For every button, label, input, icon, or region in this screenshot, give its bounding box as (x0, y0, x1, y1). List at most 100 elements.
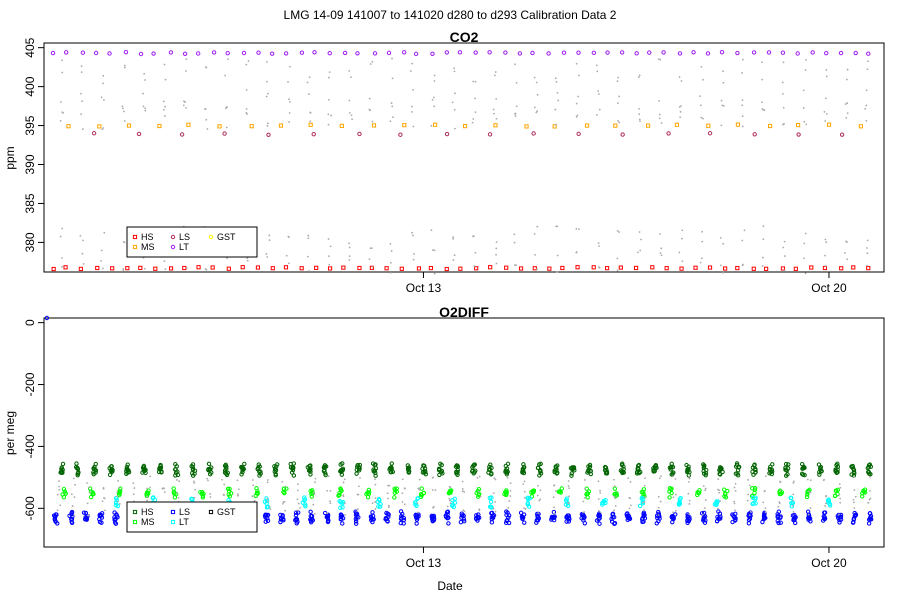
data-point (849, 472, 854, 477)
legend-marker (170, 509, 176, 515)
data-point (760, 519, 765, 525)
data-point (717, 478, 720, 480)
data-point (564, 514, 569, 519)
data-point (303, 504, 308, 509)
data-point (508, 500, 511, 502)
data-point (118, 502, 121, 505)
legend-label: HS (141, 507, 154, 517)
data-point (476, 487, 482, 492)
data-point (753, 495, 758, 500)
data-point (391, 77, 394, 80)
data-point (703, 472, 708, 478)
data-point (489, 472, 494, 477)
data-point (704, 507, 706, 509)
data-point (734, 462, 740, 468)
data-point (288, 112, 291, 114)
data-point (865, 89, 868, 92)
data-point (762, 238, 765, 241)
data-point (251, 479, 254, 481)
data-point (161, 487, 164, 490)
data-point (414, 521, 419, 526)
data-point (746, 517, 752, 523)
data-point (747, 478, 749, 481)
legend-item-hs: HS (132, 232, 154, 242)
data-point (851, 265, 856, 270)
data-point (731, 513, 736, 518)
data-point (474, 490, 479, 496)
data-point (521, 470, 527, 476)
data-point (538, 499, 541, 502)
data-point (416, 514, 421, 519)
data-point (289, 470, 295, 475)
legend-marker (208, 234, 214, 240)
data-point (685, 520, 690, 525)
data-point (122, 107, 124, 110)
data-point (288, 262, 290, 265)
data-point (136, 131, 142, 137)
data-point (429, 513, 434, 519)
data-point (288, 121, 290, 123)
data-point (412, 125, 415, 128)
data-point (805, 58, 807, 61)
data-point (701, 240, 704, 243)
data-point (609, 516, 614, 522)
y-tick-label: 400 (23, 76, 37, 96)
data-point (869, 497, 872, 500)
data-point (299, 507, 301, 509)
data-point (802, 472, 807, 478)
data-point (475, 514, 480, 520)
data-point (616, 257, 619, 260)
data-point (239, 472, 244, 477)
data-point (209, 496, 212, 498)
data-point (239, 465, 245, 471)
data-point (838, 50, 844, 56)
data-point (769, 467, 775, 472)
data-point (389, 469, 394, 475)
data-point (60, 461, 66, 467)
data-point (405, 463, 411, 468)
data-point (782, 123, 784, 126)
data-point (293, 510, 299, 515)
data-point (494, 71, 497, 73)
data-point (616, 229, 619, 232)
data-point (370, 513, 376, 519)
data-point (789, 495, 794, 501)
legend-item-gst: GST (208, 507, 236, 517)
data-point (176, 479, 178, 481)
data-point (350, 76, 352, 79)
data-point (413, 253, 415, 255)
data-point (488, 265, 493, 270)
data-point (582, 500, 585, 503)
legend-marker (132, 244, 138, 250)
data-point (520, 516, 525, 521)
data-point (804, 232, 807, 235)
data-point (809, 265, 814, 270)
data-point (190, 471, 195, 476)
data-point (825, 241, 828, 244)
data-point (338, 517, 344, 522)
data-point (514, 115, 517, 118)
data-point (660, 254, 663, 257)
data-point (109, 469, 114, 475)
data-point (323, 472, 328, 478)
data-point (164, 115, 166, 117)
data-point (582, 515, 587, 520)
legend-label: LT (179, 517, 189, 527)
data-point (392, 490, 398, 495)
data-point (190, 464, 195, 470)
data-point (762, 510, 767, 516)
data-point (869, 476, 871, 478)
data-point (453, 127, 456, 130)
data-point (370, 247, 373, 250)
data-point (193, 496, 196, 499)
data-point (340, 500, 346, 505)
data-point (599, 489, 601, 492)
data-point (613, 123, 618, 128)
data-point (327, 76, 330, 79)
data-point (293, 512, 299, 518)
data-point (258, 471, 263, 476)
data-point (328, 263, 331, 266)
data-point (112, 515, 117, 520)
data-point (60, 257, 63, 259)
data-point (681, 237, 683, 240)
